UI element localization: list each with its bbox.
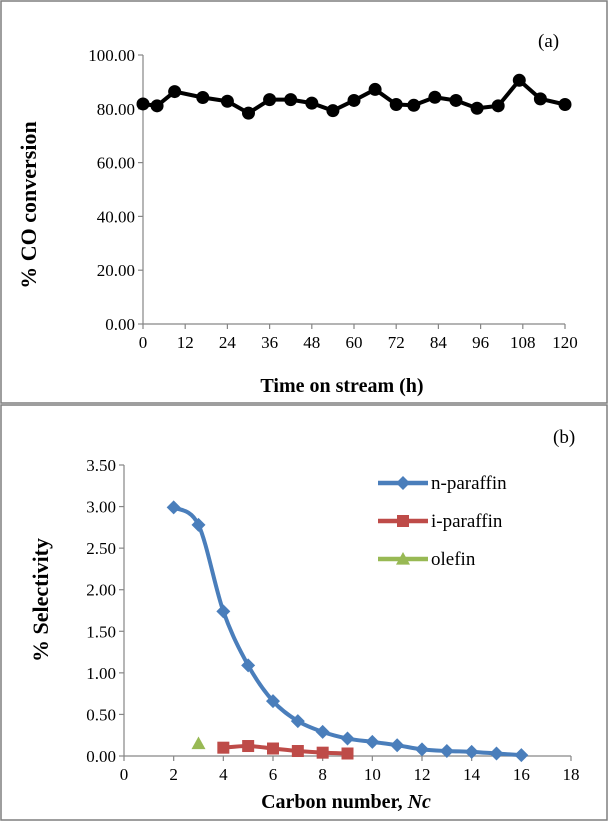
panel-b-y-tick-label: 1.50 <box>86 622 116 641</box>
panel-a-x-tick-label: 84 <box>430 333 448 352</box>
panel-b-series-1-point <box>341 747 354 760</box>
panel-a-series-0-point <box>196 91 210 105</box>
panel-b-x-tick-label: 16 <box>513 765 530 784</box>
panel-a-x-tick-label: 108 <box>510 333 536 352</box>
panel-a-series-0-point <box>389 97 403 111</box>
panel-b-x-tick-label: 18 <box>563 765 580 784</box>
panel-b-y-tick-label: 3.50 <box>86 456 116 475</box>
panel-b-series-1-point <box>291 745 304 758</box>
panel-b-x-tick-label: 14 <box>463 765 481 784</box>
panel-b-series-0-point <box>315 724 330 739</box>
panel-b-series-0-point <box>415 742 429 757</box>
panel-b-x-tick-label: 10 <box>364 765 381 784</box>
panel-a-x-tick-label: 120 <box>552 333 578 352</box>
panel-b-x-tick-label: 6 <box>269 765 278 784</box>
panel-b-y-tick-label: 3.00 <box>86 498 116 517</box>
panel-b-series-1-point <box>217 741 230 754</box>
panel-b-y-tick-label: 0.00 <box>86 747 116 766</box>
panel-b-series-0-point <box>266 694 280 709</box>
panel-a-ylabel: % CO conversion <box>16 121 41 288</box>
panel-a-y-tick-label: 80.00 <box>97 100 135 119</box>
panel-a-series-0-point <box>326 104 340 118</box>
panel-b-series-1-line <box>223 744 348 756</box>
panel-a-y-tick-label: 0.00 <box>105 315 135 334</box>
panel-a-series-0-point <box>242 106 255 120</box>
panel-b-x-tick-label: 2 <box>169 765 178 784</box>
panel-a-series-0-point <box>284 93 298 107</box>
panel-a-y-tick-label: 60.00 <box>97 154 135 173</box>
panel-b-xlabel-italic: Nc <box>407 791 431 813</box>
panel-a-series-0-point <box>368 82 382 96</box>
panel-b-series-0-point <box>390 738 405 753</box>
panel-b-series-0-point <box>464 744 479 759</box>
panel-a-series-0-point <box>136 97 150 111</box>
panel-a-y-tick-label: 100.00 <box>88 46 135 65</box>
panel-a-frame <box>0 0 608 404</box>
legend-2-marker <box>396 552 410 565</box>
panel-b-x-tick-label: 0 <box>120 765 129 784</box>
panel-a-series-0-point <box>150 99 164 113</box>
panel-b-series-0-point <box>191 517 206 532</box>
panel-a-series-0-point <box>449 93 463 107</box>
panel-b-series-1-point <box>316 746 329 759</box>
panel-a-series-0-point <box>347 93 361 107</box>
legend-1-label: i-paraffin <box>431 511 503 532</box>
panel-b-plot: 0.00 0.50 1.00 1.50 2.00 2.50 3.00 3.50 0 2 4 6 8 10 1… <box>86 456 579 784</box>
panel-a-x-tick-label: 24 <box>219 333 237 352</box>
panel-b-y-tick-label: 0.50 <box>86 705 116 724</box>
panel-a-series-0-point <box>558 97 572 111</box>
panel-a-x-tick-label: 60 <box>346 333 363 352</box>
panel-a-series-0-point <box>220 94 234 108</box>
panel-a-series-0-point <box>407 98 421 112</box>
panel-b-y-tick-label: 2.00 <box>86 581 116 600</box>
panel-b-series-0-point <box>340 731 355 746</box>
panel-a-x-tick-label: 36 <box>261 333 278 352</box>
panel-b-series-1-point <box>242 740 255 753</box>
panel-a-series-0-point <box>470 101 484 115</box>
panel-b-series-0-line <box>172 505 522 758</box>
panel-a-plot: 0.00 20.00 40.00 60.00 80.00 100.00 0 12 24 36 48 6… <box>88 46 578 352</box>
panel-a-series-0-point <box>263 93 277 107</box>
panel-b-series-0-point <box>166 500 181 515</box>
panel-b-y-tick-label: 1.00 <box>86 664 116 683</box>
panel-b-ylabel: % Selectivity <box>28 538 53 662</box>
panel-a-y-tick-label: 40.00 <box>97 207 135 226</box>
panel-b-x-tick-label: 8 <box>318 765 327 784</box>
legend-2-label: olefin <box>431 549 476 570</box>
panel-a-label: (a) <box>538 31 559 52</box>
panel-a-series-0-point <box>533 92 547 106</box>
panel-a-y-tick-label: 20.00 <box>97 261 135 280</box>
panel-b-series-0-point <box>365 734 380 749</box>
panel-b-series-0-point <box>290 714 305 729</box>
panel-a-xlabel: Time on stream (h) <box>260 375 423 397</box>
panel-b-frame <box>0 404 608 821</box>
panel-b-x-tick-label: 4 <box>219 765 228 784</box>
panel-a-x-tick-label: 0 <box>139 333 148 352</box>
panel-a-x-tick-label: 96 <box>472 333 489 352</box>
panel-a-series-0-point <box>168 85 182 99</box>
legend-1-marker <box>397 515 409 527</box>
panel-b-series-2-point <box>191 736 206 750</box>
panel-a-x-tick-label: 72 <box>388 333 405 352</box>
legend-0-label: n-paraffin <box>431 473 507 494</box>
panel-a-x-tick-label: 48 <box>303 333 320 352</box>
legend-0-marker <box>396 476 410 490</box>
panel-b-xlabel: Carbon number, Nc <box>261 791 431 813</box>
panel-b-series-0-point <box>216 604 231 619</box>
panel-b-series-0-point <box>514 748 529 763</box>
panel-a-series-0-point <box>305 96 319 110</box>
panel-b-series-0-point <box>439 744 454 759</box>
panel-a-x-tick-label: 12 <box>177 333 194 352</box>
panel-b-series-0-point <box>241 658 256 673</box>
panel-b-xlabel-prefix: Carbon number, <box>261 791 408 813</box>
panel-b-series-1-point <box>267 742 279 755</box>
panel-b-series-0-point <box>489 746 504 761</box>
panel-a-series-0-point <box>512 73 526 87</box>
panel-b-x-tick-label: 12 <box>414 765 431 784</box>
panel-b-y-tick-label: 2.50 <box>86 539 116 558</box>
panel-a-series-0-point <box>491 99 505 113</box>
panel-a-series-0-point <box>428 90 442 104</box>
panel-b-label: (b) <box>553 427 575 448</box>
